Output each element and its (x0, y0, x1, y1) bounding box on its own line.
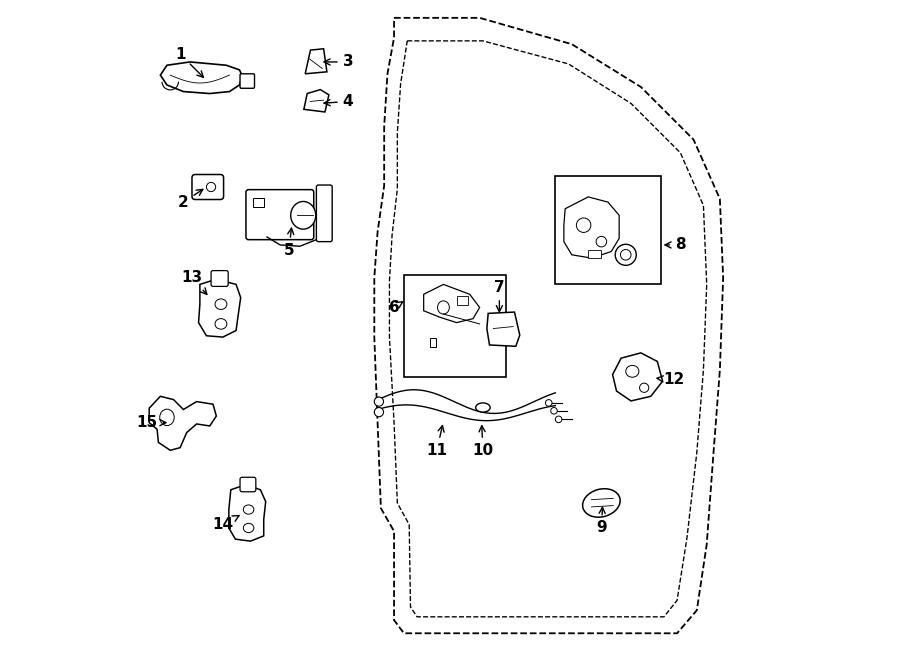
Polygon shape (229, 485, 266, 541)
Polygon shape (424, 284, 480, 323)
Polygon shape (564, 197, 619, 258)
Circle shape (555, 416, 562, 422)
Text: 10: 10 (472, 426, 493, 458)
Polygon shape (613, 353, 662, 401)
Circle shape (374, 408, 383, 416)
Ellipse shape (640, 383, 649, 393)
Circle shape (206, 182, 216, 192)
Ellipse shape (596, 237, 607, 247)
Ellipse shape (243, 524, 254, 533)
FancyBboxPatch shape (246, 190, 314, 240)
Ellipse shape (159, 409, 175, 426)
Ellipse shape (616, 245, 636, 265)
Bar (555, 176, 661, 284)
Text: 9: 9 (596, 507, 607, 535)
Ellipse shape (291, 202, 316, 229)
Text: 14: 14 (212, 516, 239, 532)
FancyBboxPatch shape (317, 185, 332, 242)
Ellipse shape (215, 319, 227, 329)
FancyBboxPatch shape (240, 74, 255, 89)
Bar (253, 198, 265, 207)
Text: 1: 1 (175, 46, 203, 77)
Text: 12: 12 (657, 372, 684, 387)
Text: 11: 11 (427, 426, 447, 458)
Ellipse shape (476, 403, 491, 412)
Polygon shape (160, 62, 243, 94)
Polygon shape (304, 90, 328, 112)
Polygon shape (305, 49, 327, 74)
Bar (404, 274, 506, 377)
Ellipse shape (620, 250, 631, 260)
Text: 6: 6 (389, 300, 403, 315)
Text: 3: 3 (324, 54, 354, 69)
Text: 15: 15 (137, 415, 166, 430)
Polygon shape (149, 397, 216, 450)
Circle shape (551, 408, 557, 414)
Ellipse shape (582, 488, 620, 517)
Ellipse shape (626, 366, 639, 377)
Ellipse shape (243, 505, 254, 514)
Polygon shape (199, 279, 240, 337)
Bar (456, 296, 468, 305)
Text: 8: 8 (665, 237, 686, 253)
FancyBboxPatch shape (212, 270, 229, 286)
Text: 2: 2 (178, 190, 202, 210)
Ellipse shape (437, 301, 449, 314)
Polygon shape (487, 312, 520, 346)
Ellipse shape (215, 299, 227, 309)
Ellipse shape (576, 218, 591, 233)
Bar (589, 251, 601, 258)
Circle shape (374, 397, 383, 407)
FancyBboxPatch shape (192, 175, 223, 200)
Text: 7: 7 (494, 280, 505, 312)
FancyBboxPatch shape (240, 477, 256, 492)
Text: 5: 5 (284, 228, 294, 258)
Text: 4: 4 (324, 94, 354, 109)
Bar (430, 338, 436, 347)
Circle shape (545, 400, 552, 407)
Text: 13: 13 (182, 270, 207, 294)
